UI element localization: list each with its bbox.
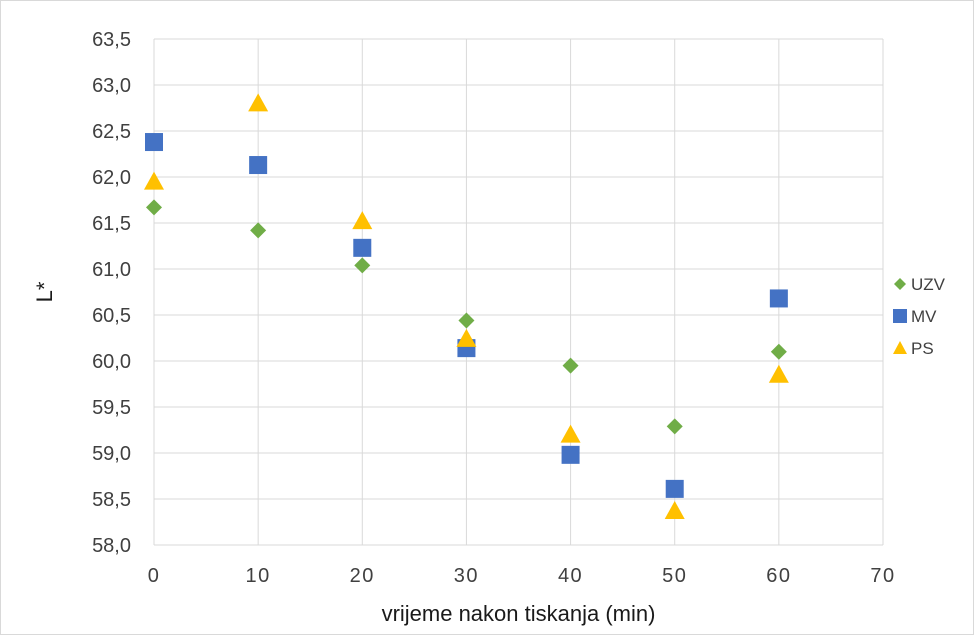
x-tick-label: 20 <box>350 565 375 587</box>
data-point-uzv <box>770 343 787 360</box>
legend-marker <box>893 341 907 354</box>
x-tick-label: 60 <box>766 565 791 587</box>
data-point-uzv <box>354 257 371 274</box>
data-point-mv <box>145 133 163 152</box>
x-axis-ticks: 0 10 20 30 40 50 60 70 <box>148 565 895 587</box>
data-point-ps <box>664 500 685 519</box>
legend-label: MV <box>911 307 937 326</box>
data-point-uzv <box>666 418 683 435</box>
x-tick-label: 10 <box>246 565 271 587</box>
y-tick-label: 63,5 <box>92 29 131 51</box>
data-point-ps <box>560 424 581 443</box>
data-point-ps <box>248 93 269 112</box>
series-mv <box>145 133 788 498</box>
legend: UZV MV PS <box>893 275 946 358</box>
data-point-mv <box>665 479 684 498</box>
data-point-mv <box>353 238 372 257</box>
series-ps <box>144 93 789 519</box>
data-point-ps <box>456 328 477 347</box>
x-tick-label: 50 <box>662 565 687 587</box>
data-point-uzv <box>458 312 475 329</box>
x-axis-title: vrijeme nakon tiskanja (min) <box>382 601 656 626</box>
y-tick-label: 61,0 <box>92 259 131 281</box>
x-tick-label: 70 <box>870 565 895 587</box>
data-point-ps <box>768 364 789 383</box>
y-tick-label: 63,0 <box>92 75 131 97</box>
y-axis-ticks: 58,0 58,5 59,0 59,5 60,0 60,5 61,0 61,5 62,0 62,5… <box>92 29 131 557</box>
y-tick-label: 62,5 <box>92 121 131 143</box>
y-axis-title: L* <box>32 281 57 302</box>
legend-item-uzv: UZV <box>894 275 946 294</box>
gridlines <box>153 38 884 546</box>
data-point-uzv <box>562 357 579 374</box>
legend-item-ps: PS <box>893 339 934 358</box>
data-point-uzv <box>250 222 267 239</box>
legend-marker <box>893 309 907 323</box>
y-tick-label: 58,0 <box>92 535 131 557</box>
data-point-mv <box>561 445 580 464</box>
data-point-mv <box>769 289 788 308</box>
data-point-uzv <box>146 199 162 216</box>
x-tick-label: 0 <box>148 565 161 587</box>
legend-label: PS <box>911 339 934 358</box>
y-tick-label: 62,0 <box>92 167 131 189</box>
data-point-mv <box>249 156 268 175</box>
data-point-ps <box>144 171 164 190</box>
data-point-ps <box>352 211 373 230</box>
x-tick-label: 30 <box>454 565 479 587</box>
y-tick-label: 60,0 <box>92 351 131 373</box>
legend-marker <box>894 278 906 290</box>
y-tick-label: 61,5 <box>92 213 131 235</box>
legend-label: UZV <box>911 275 946 294</box>
legend-item-mv: MV <box>893 307 937 326</box>
x-tick-label: 40 <box>558 565 583 587</box>
y-tick-label: 59,0 <box>92 443 131 465</box>
y-tick-label: 58,5 <box>92 489 131 511</box>
y-tick-label: 59,5 <box>92 397 131 419</box>
y-tick-label: 60,5 <box>92 305 131 327</box>
series-uzv <box>146 199 787 435</box>
data-series <box>144 93 789 519</box>
